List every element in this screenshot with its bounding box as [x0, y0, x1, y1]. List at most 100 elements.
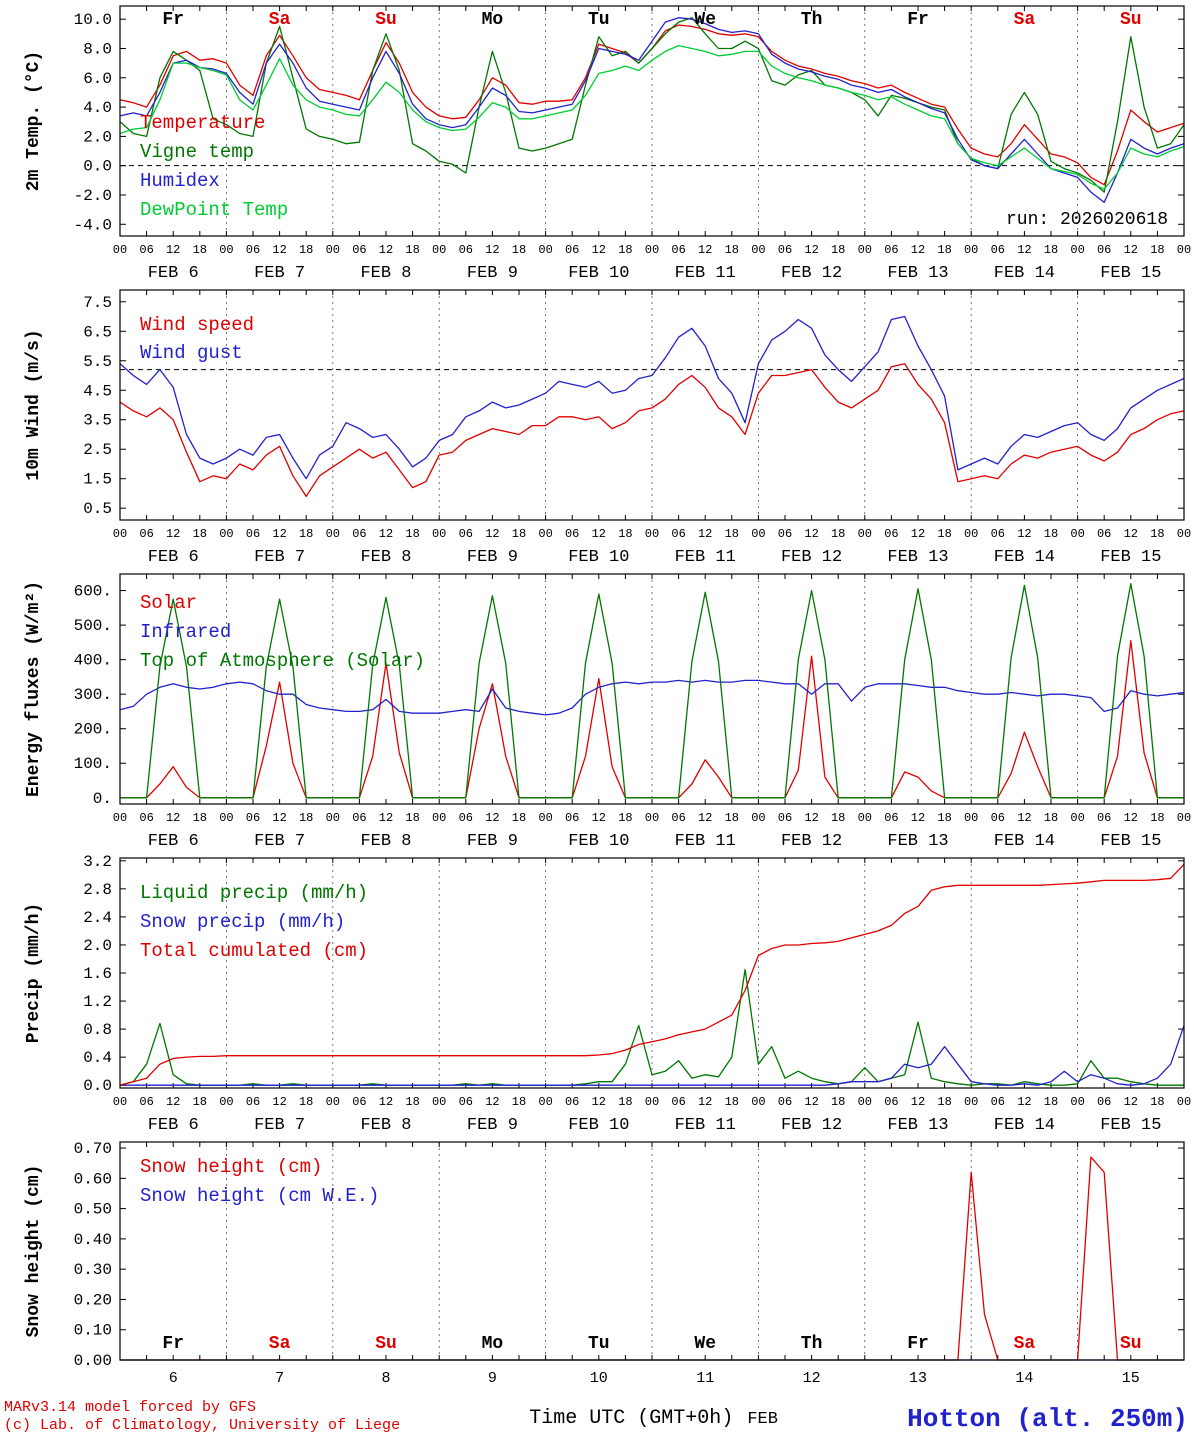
svg-text:00: 00	[326, 527, 340, 541]
svg-text:06: 06	[884, 1095, 898, 1109]
svg-text:00: 00	[964, 811, 978, 825]
svg-text:06: 06	[991, 527, 1005, 541]
svg-text:12: 12	[592, 1095, 606, 1109]
svg-text:12: 12	[804, 1095, 818, 1109]
svg-text:FEB 13: FEB 13	[887, 1116, 948, 1135]
svg-text:0.5: 0.5	[83, 500, 112, 518]
model-credit-line1: MARv3.14 model forced by GFS	[4, 1398, 257, 1416]
svg-text:Fr: Fr	[162, 1334, 184, 1354]
svg-text:06: 06	[1097, 243, 1111, 257]
svg-text:00: 00	[645, 1095, 659, 1109]
svg-text:12: 12	[1124, 811, 1138, 825]
svg-text:5.5: 5.5	[83, 353, 112, 371]
time-axis-label: Time UTC (GMT+0h) FEB	[529, 1407, 778, 1436]
svg-text:15: 15	[1122, 1370, 1140, 1387]
energy-flux-panel: 600. 500. 400. 300. 200. 100. 0. Energy fluxes …	[0, 568, 1194, 852]
svg-text:Sa: Sa	[269, 10, 291, 30]
svg-text:0.70: 0.70	[74, 1140, 112, 1158]
svg-text:06: 06	[352, 1095, 366, 1109]
svg-text:00: 00	[219, 1095, 233, 1109]
svg-text:00: 00	[1070, 243, 1084, 257]
svg-text:18: 18	[512, 243, 526, 257]
svg-text:FEB 8: FEB 8	[360, 548, 411, 567]
svg-text:18: 18	[831, 243, 845, 257]
svg-text:18: 18	[512, 811, 526, 825]
svg-text:FEB 13: FEB 13	[887, 264, 948, 283]
svg-text:FEB 14: FEB 14	[994, 264, 1055, 283]
svg-text:200.: 200.	[74, 721, 112, 739]
svg-text:12: 12	[592, 811, 606, 825]
svg-text:00: 00	[538, 527, 552, 541]
svg-text:00: 00	[964, 243, 978, 257]
svg-text:Tu: Tu	[588, 1334, 610, 1354]
svg-text:12: 12	[1017, 243, 1031, 257]
svg-text:06: 06	[991, 243, 1005, 257]
svg-text:18: 18	[405, 811, 419, 825]
svg-text:0.0: 0.0	[83, 158, 112, 176]
svg-text:18: 18	[405, 243, 419, 257]
svg-text:Total cumulated (cm): Total cumulated (cm)	[140, 940, 368, 962]
svg-text:Su: Su	[1120, 1334, 1142, 1354]
svg-text:Vigne temp: Vigne temp	[140, 141, 254, 163]
svg-text:00: 00	[326, 1095, 340, 1109]
svg-text:FEB 11: FEB 11	[675, 264, 736, 283]
svg-text:18: 18	[193, 1095, 207, 1109]
svg-text:2.8: 2.8	[83, 881, 112, 899]
svg-text:18: 18	[937, 527, 951, 541]
svg-text:Snow precip (mm/h): Snow precip (mm/h)	[140, 911, 345, 933]
svg-text:06: 06	[991, 1095, 1005, 1109]
svg-text:06: 06	[139, 1095, 153, 1109]
svg-text:Su: Su	[375, 1334, 397, 1354]
svg-text:06: 06	[246, 527, 260, 541]
svg-text:10.0: 10.0	[74, 11, 112, 29]
svg-text:FEB 10: FEB 10	[568, 832, 629, 851]
svg-text:12: 12	[485, 1095, 499, 1109]
svg-text:12: 12	[911, 527, 925, 541]
svg-text:FEB 15: FEB 15	[1100, 1116, 1161, 1135]
svg-text:FEB 7: FEB 7	[254, 832, 305, 851]
svg-text:18: 18	[299, 1095, 313, 1109]
svg-text:12: 12	[166, 243, 180, 257]
svg-text:Solar: Solar	[140, 592, 197, 614]
svg-text:06: 06	[565, 811, 579, 825]
svg-text:00: 00	[1070, 527, 1084, 541]
svg-text:500.: 500.	[74, 617, 112, 635]
svg-text:12: 12	[485, 527, 499, 541]
svg-text:12: 12	[698, 811, 712, 825]
svg-text:06: 06	[671, 1095, 685, 1109]
svg-text:Fr: Fr	[907, 1334, 929, 1354]
svg-text:00: 00	[751, 243, 765, 257]
svg-text:00: 00	[113, 1095, 127, 1109]
svg-text:6: 6	[169, 1370, 178, 1387]
svg-text:18: 18	[1150, 243, 1164, 257]
svg-text:12: 12	[1017, 527, 1031, 541]
svg-text:Precip (mm/h): Precip (mm/h)	[24, 903, 44, 1043]
svg-text:Tu: Tu	[588, 10, 610, 30]
snow-height-panel: 0.70 0.60 0.50 0.40 0.30 0.20 0.10 0.00 Snow hei…	[0, 1136, 1194, 1388]
svg-text:0.30: 0.30	[74, 1261, 112, 1279]
svg-text:18: 18	[299, 811, 313, 825]
svg-text:FEB 8: FEB 8	[360, 1116, 411, 1135]
svg-text:18: 18	[1044, 243, 1058, 257]
svg-text:18: 18	[512, 527, 526, 541]
svg-text:00: 00	[1070, 811, 1084, 825]
svg-text:06: 06	[565, 527, 579, 541]
svg-text:run: 2026020618: run: 2026020618	[1006, 210, 1168, 230]
svg-text:00: 00	[1177, 243, 1191, 257]
svg-text:0.4: 0.4	[83, 1049, 112, 1067]
svg-text:18: 18	[1150, 527, 1164, 541]
svg-text:FEB 9: FEB 9	[467, 832, 518, 851]
svg-text:Fr: Fr	[907, 10, 929, 30]
svg-text:0.50: 0.50	[74, 1201, 112, 1219]
svg-text:12: 12	[1124, 1095, 1138, 1109]
svg-text:2m Temp. (°C): 2m Temp. (°C)	[24, 51, 44, 191]
svg-text:18: 18	[193, 811, 207, 825]
svg-text:1.2: 1.2	[83, 993, 112, 1011]
svg-text:18: 18	[725, 811, 739, 825]
svg-text:11: 11	[696, 1370, 714, 1387]
svg-text:FEB 13: FEB 13	[887, 548, 948, 567]
svg-text:12: 12	[272, 1095, 286, 1109]
svg-text:7.5: 7.5	[83, 294, 112, 312]
svg-text:0.8: 0.8	[83, 1021, 112, 1039]
svg-text:18: 18	[1044, 527, 1058, 541]
